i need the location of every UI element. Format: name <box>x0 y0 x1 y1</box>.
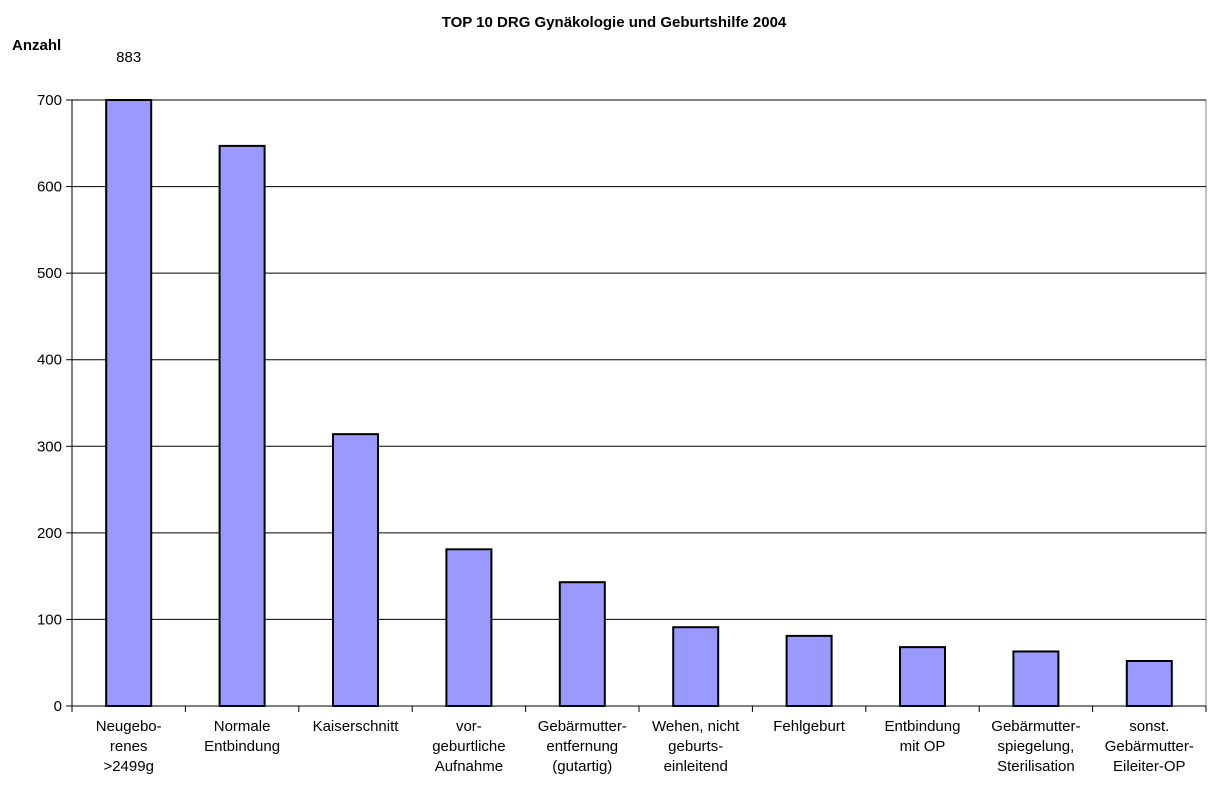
x-tick-label-line: geburtliche <box>432 738 505 755</box>
x-tick-label-line: mit OP <box>900 738 946 755</box>
x-tick-label: Neugebo-renes >2499g <box>96 718 162 775</box>
bar-0 <box>105 99 153 707</box>
x-tick-label: Entbindung mit OP <box>885 718 961 755</box>
x-tick-label-line: entfernung <box>546 738 618 755</box>
bar-layer <box>105 99 1173 708</box>
bar-9 <box>1125 659 1173 707</box>
x-tick-label: Gebärmutter-spiegelung, Sterilisation <box>991 718 1080 775</box>
x-tick-label: Wehen, nicht geburts-einleitend <box>652 718 740 775</box>
x-tick-label-line: Normale <box>214 718 271 735</box>
x-tick-label: vor-geburtliche Aufnahme <box>432 718 505 775</box>
axis-layer <box>66 99 1207 712</box>
x-tick-label-line: geburts- <box>668 738 723 755</box>
x-tick-label: sonst. Gebärmutter- Eileiter-OP <box>1105 718 1194 775</box>
x-tick-label-line: Fehlgeburt <box>773 718 846 735</box>
y-tick-label: 100 <box>37 611 62 628</box>
x-tick-label: Kaiserschnitt <box>313 718 400 735</box>
y-tick-label: 500 <box>37 265 62 282</box>
bar-5 <box>672 626 720 707</box>
x-tick-label: Gebärmutter-entfernung (gutartig) <box>538 718 627 775</box>
x-tick-label-line: Gebärmutter- <box>538 718 627 735</box>
x-tick-label-line: vor- <box>456 718 482 735</box>
x-tick-label-line: spiegelung, <box>998 738 1075 755</box>
x-tick-label: Normale Entbindung <box>204 718 280 755</box>
bar-2 <box>332 433 379 707</box>
x-tick-label-line: sonst. <box>1129 718 1169 735</box>
bar-4 <box>558 581 606 708</box>
x-tick-label-line: Neugebo- <box>96 718 162 735</box>
x-tick-label-line: Entbindung <box>204 738 280 755</box>
x-tick-label-line: Eileiter-OP <box>1113 758 1186 775</box>
bar-8 <box>1012 650 1060 708</box>
bar-1 <box>218 144 266 707</box>
bar-7 <box>899 646 946 707</box>
x-tick-label-line: Aufnahme <box>435 758 503 775</box>
y-tick-label: 0 <box>54 698 62 715</box>
chart-title: TOP 10 DRG Gynäkologie und Geburtshilfe … <box>442 14 787 31</box>
x-tick-label-line: (gutartig) <box>552 758 612 775</box>
data-label: 883 <box>116 49 141 66</box>
x-tick-label-line: >2499g <box>103 758 153 775</box>
x-tick-label-line: Kaiserschnitt <box>313 718 400 735</box>
bar-3 <box>445 548 493 708</box>
y-tick-label: 700 <box>37 92 62 109</box>
x-tick-label-line: einleitend <box>664 758 728 775</box>
label-layer: 0 100 200 300 400 500 600 700 Neugebo-renes >2499… <box>37 49 1194 775</box>
bar-6 <box>785 634 833 707</box>
y-tick-label: 600 <box>37 179 62 196</box>
y-tick-label: 200 <box>37 525 62 542</box>
x-tick-label-line: Sterilisation <box>997 758 1075 775</box>
x-tick-label-line: Wehen, nicht <box>652 718 740 735</box>
x-tick-label-line: renes <box>110 738 148 755</box>
x-tick-label-line: Entbindung <box>885 718 961 735</box>
y-axis-label: Anzahl <box>12 37 61 54</box>
x-tick-label: Fehlgeburt <box>773 718 846 735</box>
x-tick-label-line: Gebärmutter- <box>991 718 1080 735</box>
x-tick-label-line: Gebärmutter- <box>1105 738 1194 755</box>
y-tick-label: 400 <box>37 352 62 369</box>
y-tick-label: 300 <box>37 438 62 455</box>
